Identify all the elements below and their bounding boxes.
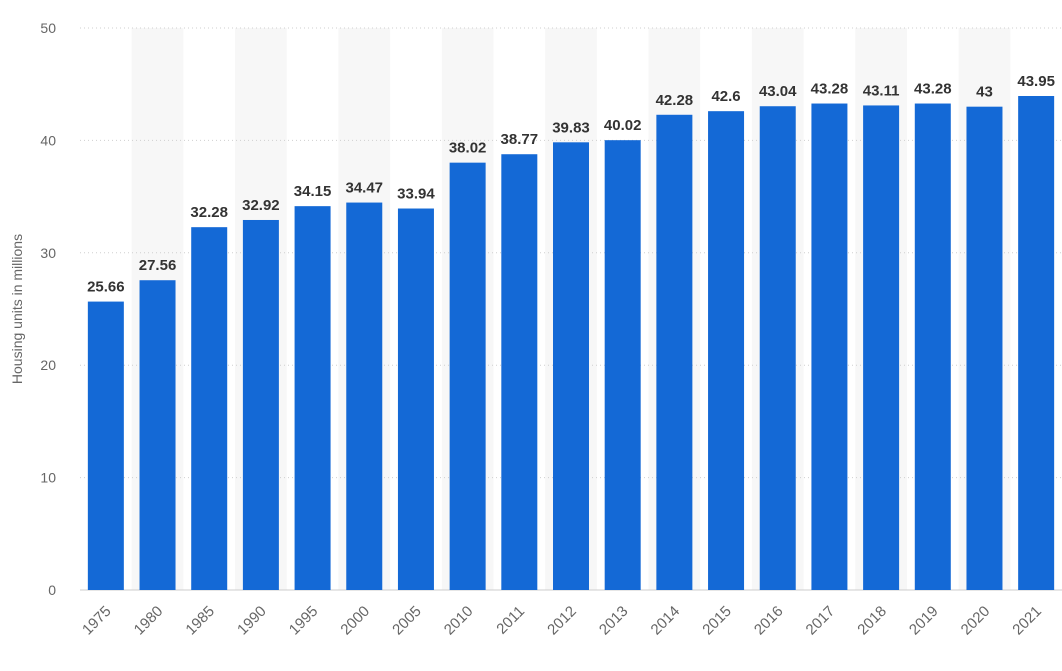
bar [1018, 96, 1055, 590]
value-label: 43.04 [759, 83, 797, 100]
value-label: 32.92 [242, 197, 280, 214]
x-tick-label: 2000 [337, 603, 373, 639]
x-tick-label: 1975 [79, 603, 115, 639]
bar [553, 142, 589, 591]
value-label: 39.83 [552, 119, 590, 136]
x-tick-label: 2019 [906, 603, 942, 639]
x-tick-label: 2017 [803, 603, 839, 639]
bar [87, 301, 124, 590]
x-tick-label: 2021 [1009, 603, 1045, 639]
value-label: 34.15 [294, 183, 332, 200]
x-tick-label: 2010 [441, 603, 477, 639]
bar [656, 114, 693, 590]
bar [191, 227, 228, 591]
y-tick-label: 10 [40, 470, 56, 486]
bar [708, 111, 745, 591]
value-label: 43.28 [811, 81, 849, 98]
value-label: 38.77 [501, 131, 539, 148]
x-tick-label: 1990 [234, 603, 270, 639]
y-axis-ticks: 0 10 20 30 40 50 [40, 20, 56, 598]
x-tick-label: 2020 [958, 603, 994, 639]
x-tick-label: 2011 [493, 603, 528, 638]
bar [501, 154, 538, 590]
bar [242, 219, 279, 591]
value-label: 43 [976, 84, 993, 101]
value-label: 43.11 [863, 82, 900, 99]
bar [139, 280, 176, 590]
value-label: 32.28 [190, 204, 228, 221]
x-tick-label: 2014 [648, 603, 684, 639]
y-tick-label: 0 [48, 582, 56, 598]
bar [759, 106, 796, 590]
x-tick-label: 2012 [544, 603, 580, 639]
value-label: 34.47 [345, 180, 383, 197]
x-tick-label: 2005 [389, 603, 425, 639]
x-tick-label: 1980 [131, 603, 167, 639]
value-label: 38.02 [449, 140, 487, 157]
y-tick-label: 40 [40, 132, 56, 148]
x-tick-label: 2013 [596, 603, 632, 639]
value-label: 43.28 [914, 81, 952, 98]
y-axis-label: Housing units in millions [9, 234, 25, 384]
x-tick-label: 2018 [854, 603, 890, 639]
value-label: 33.94 [397, 186, 435, 203]
x-tick-label: 1985 [182, 603, 218, 639]
x-axis-ticks: 1975 1980 1985 1990 1995 2000 2005 2010 2011 2012… [79, 603, 1045, 639]
bar [966, 106, 1003, 591]
value-label: 42.28 [656, 92, 694, 109]
bar [294, 206, 331, 591]
value-label: 27.56 [139, 257, 177, 274]
x-tick-label: 1995 [286, 603, 322, 639]
x-tick-label: 2015 [699, 603, 735, 639]
y-tick-label: 50 [40, 20, 56, 36]
bar [863, 105, 900, 590]
y-tick-label: 20 [40, 357, 56, 373]
y-tick-label: 30 [40, 245, 56, 261]
bar [449, 162, 486, 590]
bar [811, 103, 848, 590]
value-label: 42.6 [711, 88, 740, 105]
value-label: 43.95 [1017, 73, 1055, 90]
value-labels: 25.66 27.56 32.28 32.92 34.15 34.47 33.94 38.02… [87, 73, 1055, 296]
bar [346, 202, 383, 591]
bars [87, 96, 1055, 591]
bar [397, 208, 434, 590]
bar [604, 140, 641, 590]
x-tick-label: 2016 [751, 603, 787, 639]
value-label: 25.66 [87, 279, 125, 296]
value-label: 40.02 [604, 117, 642, 134]
bar [914, 103, 951, 590]
